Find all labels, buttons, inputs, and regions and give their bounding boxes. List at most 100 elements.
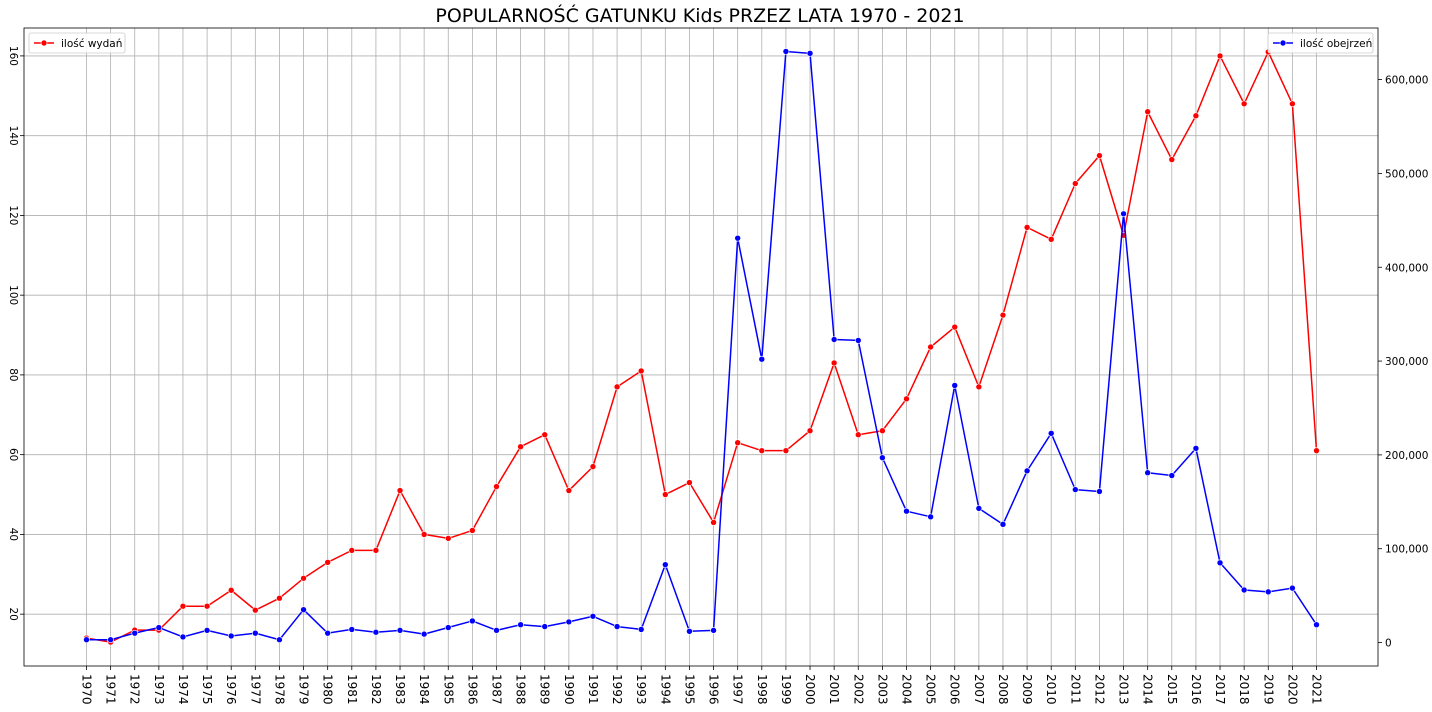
data-point-0 xyxy=(589,463,597,470)
data-point-1 xyxy=(927,513,934,521)
data-point-1 xyxy=(252,629,259,637)
data-point-0 xyxy=(879,427,886,435)
data-point-1 xyxy=(1023,467,1031,475)
x-tick-label: 2012 xyxy=(1092,674,1106,705)
data-point-0 xyxy=(1240,100,1248,108)
x-tick-label: 1975 xyxy=(200,674,214,705)
data-point-1 xyxy=(1240,586,1248,594)
data-point-1 xyxy=(975,505,983,512)
data-point-0 xyxy=(565,487,573,494)
legend-label: ilość obejrzeń xyxy=(1300,38,1372,50)
x-tick-label: 1973 xyxy=(152,674,166,705)
x-tick-label: 2017 xyxy=(1213,674,1227,705)
left-tick-label: 100 xyxy=(7,285,19,305)
right-y-axis: 0 100,000 200,000 300,000 400,000 500,000 600,… xyxy=(1378,75,1428,650)
x-tick-label: 1987 xyxy=(490,674,504,705)
right-tick-label: 600,000 xyxy=(1385,75,1428,87)
data-point-0 xyxy=(444,535,452,542)
data-point-1 xyxy=(830,336,838,343)
data-point-1 xyxy=(203,627,211,634)
left-tick-label: 80 xyxy=(7,368,19,381)
data-point-0 xyxy=(1216,52,1224,60)
x-tick-label: 2019 xyxy=(1261,674,1275,705)
x-tick-label: 2009 xyxy=(1020,674,1034,705)
data-point-1 xyxy=(444,624,452,631)
x-tick-label: 1996 xyxy=(707,674,721,705)
data-point-1 xyxy=(396,627,404,634)
x-tick-label: 1998 xyxy=(755,674,769,705)
data-point-1 xyxy=(734,234,741,242)
data-point-0 xyxy=(493,483,500,490)
data-point-0 xyxy=(1144,108,1151,116)
x-tick-label: 1980 xyxy=(321,674,335,705)
data-point-0 xyxy=(300,574,307,582)
data-point-1 xyxy=(1144,469,1151,477)
left-tick-label: 60 xyxy=(7,448,19,461)
x-tick-label: 2015 xyxy=(1165,674,1179,705)
data-point-1 xyxy=(879,454,886,462)
data-point-0 xyxy=(903,395,910,403)
x-tick-label: 1978 xyxy=(272,674,286,705)
x-tick-label: 1993 xyxy=(634,674,648,705)
x-tick-label: 1994 xyxy=(658,674,672,705)
right-tick-label: 200,000 xyxy=(1385,450,1428,462)
data-point-0 xyxy=(469,527,476,534)
x-tick-label: 1971 xyxy=(104,674,118,705)
data-point-0 xyxy=(517,443,524,450)
data-point-0 xyxy=(830,359,838,367)
left-tick-label: 20 xyxy=(7,607,19,620)
data-point-1 xyxy=(276,636,283,644)
x-tick-label: 1974 xyxy=(176,674,190,705)
data-point-1 xyxy=(565,618,573,626)
data-point-0 xyxy=(1192,112,1200,120)
data-point-0 xyxy=(1047,236,1055,243)
data-point-1 xyxy=(1313,621,1320,629)
x-tick-label: 1982 xyxy=(369,674,383,705)
data-point-0 xyxy=(758,447,766,454)
data-point-0 xyxy=(276,594,283,602)
data-point-1 xyxy=(1120,210,1127,218)
x-tick-label: 1988 xyxy=(514,674,528,705)
legend-left: ilość wydań xyxy=(28,32,126,54)
x-tick-label: 1984 xyxy=(417,674,431,705)
data-point-0 xyxy=(227,586,235,594)
x-tick-label: 2021 xyxy=(1310,674,1324,705)
data-point-0 xyxy=(975,383,983,391)
x-tick-label: 2014 xyxy=(1141,674,1155,705)
plot-frame xyxy=(23,27,1379,667)
x-tick-label: 1990 xyxy=(562,674,576,705)
x-tick-label: 1991 xyxy=(586,674,600,705)
data-point-0 xyxy=(782,447,790,454)
data-point-1 xyxy=(1072,486,1079,493)
legend-label: ilość wydań xyxy=(61,38,122,50)
data-point-0 xyxy=(396,487,404,494)
data-point-1 xyxy=(372,628,380,636)
data-point-1 xyxy=(469,617,476,625)
data-point-0 xyxy=(1096,152,1103,159)
x-tick-label: 1981 xyxy=(345,674,359,705)
data-point-1 xyxy=(300,606,307,614)
data-point-1 xyxy=(782,48,790,55)
right-tick-label: 0 xyxy=(1385,638,1392,650)
data-point-0 xyxy=(1072,180,1079,187)
x-tick-label: 1972 xyxy=(128,674,142,705)
x-tick-label: 2007 xyxy=(972,674,986,705)
x-tick-label: 1976 xyxy=(224,674,238,705)
data-point-1 xyxy=(806,50,814,57)
x-tick-label: 1986 xyxy=(465,674,479,705)
data-point-1 xyxy=(179,633,187,641)
series-line-1 xyxy=(86,50,1318,641)
grid xyxy=(24,28,1378,666)
x-tick-label: 2002 xyxy=(851,674,865,705)
data-point-0 xyxy=(951,323,959,331)
data-point-0 xyxy=(854,431,862,439)
legend-right: ilość obejrzeń xyxy=(1267,32,1374,54)
data-point-0 xyxy=(348,547,356,554)
left-tick-label: 140 xyxy=(7,126,19,146)
x-tick-label: 2008 xyxy=(996,674,1010,705)
x-tick-label: 2020 xyxy=(1285,674,1299,705)
x-tick-label: 1995 xyxy=(682,674,696,705)
data-point-0 xyxy=(734,439,741,447)
x-tick-label: 2006 xyxy=(948,674,962,705)
